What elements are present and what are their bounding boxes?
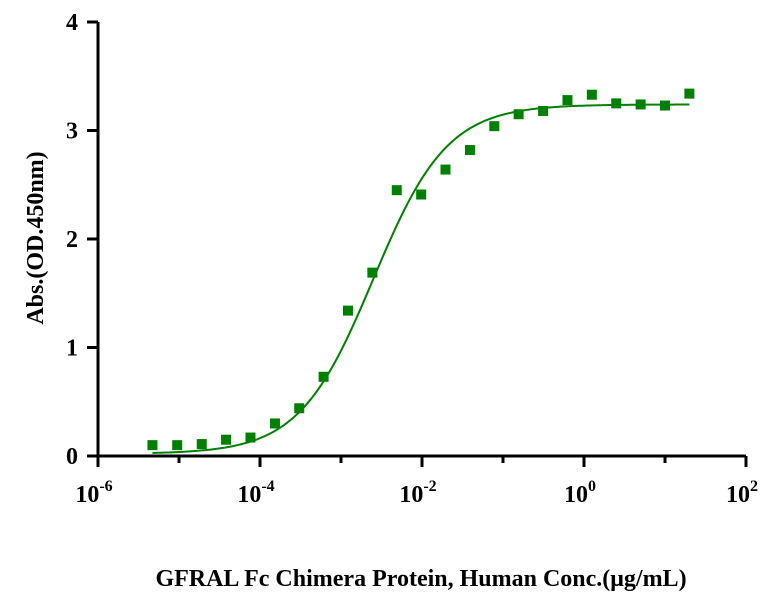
y-tick-label: 0 xyxy=(66,444,78,470)
data-point xyxy=(342,305,353,316)
data-point xyxy=(416,189,427,200)
data-point xyxy=(635,99,646,110)
data-points xyxy=(147,88,695,451)
y-tick-label: 2 xyxy=(66,227,78,253)
data-point xyxy=(611,98,622,109)
x-tick-label: 102 xyxy=(726,478,758,508)
data-point xyxy=(147,440,158,451)
x-tick-label: 10-4 xyxy=(237,478,274,508)
data-point xyxy=(513,109,524,120)
data-point xyxy=(684,88,695,99)
data-point xyxy=(562,95,573,106)
data-point xyxy=(221,434,232,445)
y-tick-label: 1 xyxy=(66,336,78,362)
data-point xyxy=(172,440,183,451)
data-point xyxy=(660,100,670,111)
axes xyxy=(87,20,748,467)
data-point xyxy=(367,267,378,278)
y-tick-label: 4 xyxy=(66,10,78,36)
data-point xyxy=(245,432,256,443)
data-point xyxy=(294,403,305,414)
x-tick-labels: 10-6 10-4 10-2 100 102 xyxy=(75,478,758,508)
data-point xyxy=(586,89,597,100)
data-point xyxy=(318,371,329,382)
data-point xyxy=(440,164,451,175)
y-tick-label: 3 xyxy=(66,119,78,145)
data-point xyxy=(538,105,549,116)
x-tick-label: 10-2 xyxy=(399,478,436,508)
fit-curve xyxy=(152,103,690,454)
data-point xyxy=(391,185,402,196)
y-tick-labels: 0 1 2 3 4 xyxy=(66,10,78,470)
y-axis-title: Abs.(OD.450nm) xyxy=(23,151,49,324)
data-point xyxy=(269,418,280,429)
data-point xyxy=(464,145,475,156)
x-tick-label: 100 xyxy=(564,478,596,508)
x-tick-label: 10-6 xyxy=(75,478,112,508)
x-axis-title: GFRAL Fc Chimera Protein, Human Conc.(μg… xyxy=(155,566,686,592)
data-point xyxy=(489,121,500,132)
data-point xyxy=(196,439,207,450)
